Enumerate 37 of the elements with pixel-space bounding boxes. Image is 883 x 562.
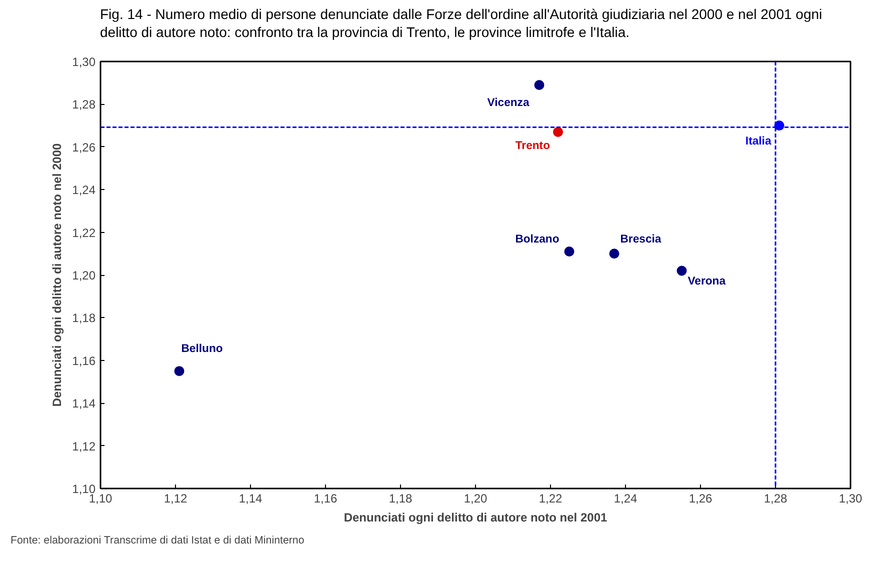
x-tick-label: 1,18 [388, 492, 413, 506]
series-label: Trento [515, 140, 550, 152]
x-tick-label: 1,12 [164, 492, 188, 506]
y-tick-label: 1,24 [72, 183, 96, 198]
x-tick-label: 1,14 [238, 492, 263, 506]
series-label: Italia [745, 136, 772, 148]
chart-title: Fig. 14 - Numero medio di persone denunciate dalle Forze dell'ordine all'Autorità giudiziaria nel 2000 e nel 2001 ogni delitto di autore noto: confronto tra la provincia di Trento, le province limitrofe e l'Italia. [100, 6, 824, 41]
y-axis-title: Denunciati ogni delitto di autore noto nel 2000 [50, 142, 64, 407]
series-label: Verona [688, 276, 726, 288]
x-tick-label: 1,24 [614, 492, 638, 506]
x-tick-label: 1,28 [764, 492, 788, 506]
x-tick-label: 1,30 [838, 492, 863, 506]
source-note: Fonte: elaborazioni Transcrime di dati Istat e di dati Mininterno [10, 534, 304, 546]
series-label: Bolzano [515, 234, 560, 246]
point [534, 80, 544, 90]
y-tick-label: 1,28 [72, 98, 96, 112]
y-tick-label: 1,16 [72, 354, 96, 368]
x-tick-label: 1,22 [538, 492, 563, 506]
x-tick-label: 1,16 [314, 492, 338, 506]
point [564, 246, 574, 257]
y-tick-label: 1,30 [72, 55, 96, 69]
y-tick-label: 1,22 [72, 226, 96, 240]
point [676, 266, 687, 276]
y-tick-label: 1,26 [72, 140, 96, 154]
point [174, 366, 184, 376]
y-tick-label: 1,14 [72, 396, 96, 411]
point [553, 126, 563, 137]
y-tick-label: 1,18 [72, 311, 96, 326]
series-label: Brescia [620, 234, 662, 246]
x-axis-title: Denunciati ogni delitto di autore noto nel 2001 [344, 510, 608, 524]
y-tick-label: 1,20 [72, 268, 96, 282]
point [609, 248, 620, 259]
series-label: Belluno [181, 343, 223, 356]
x-tick-label: 1,20 [464, 492, 488, 506]
y-tick-label: 1,12 [72, 439, 96, 454]
x-tick-label: 1,26 [688, 492, 713, 506]
series-label: Vicenza [487, 96, 530, 109]
